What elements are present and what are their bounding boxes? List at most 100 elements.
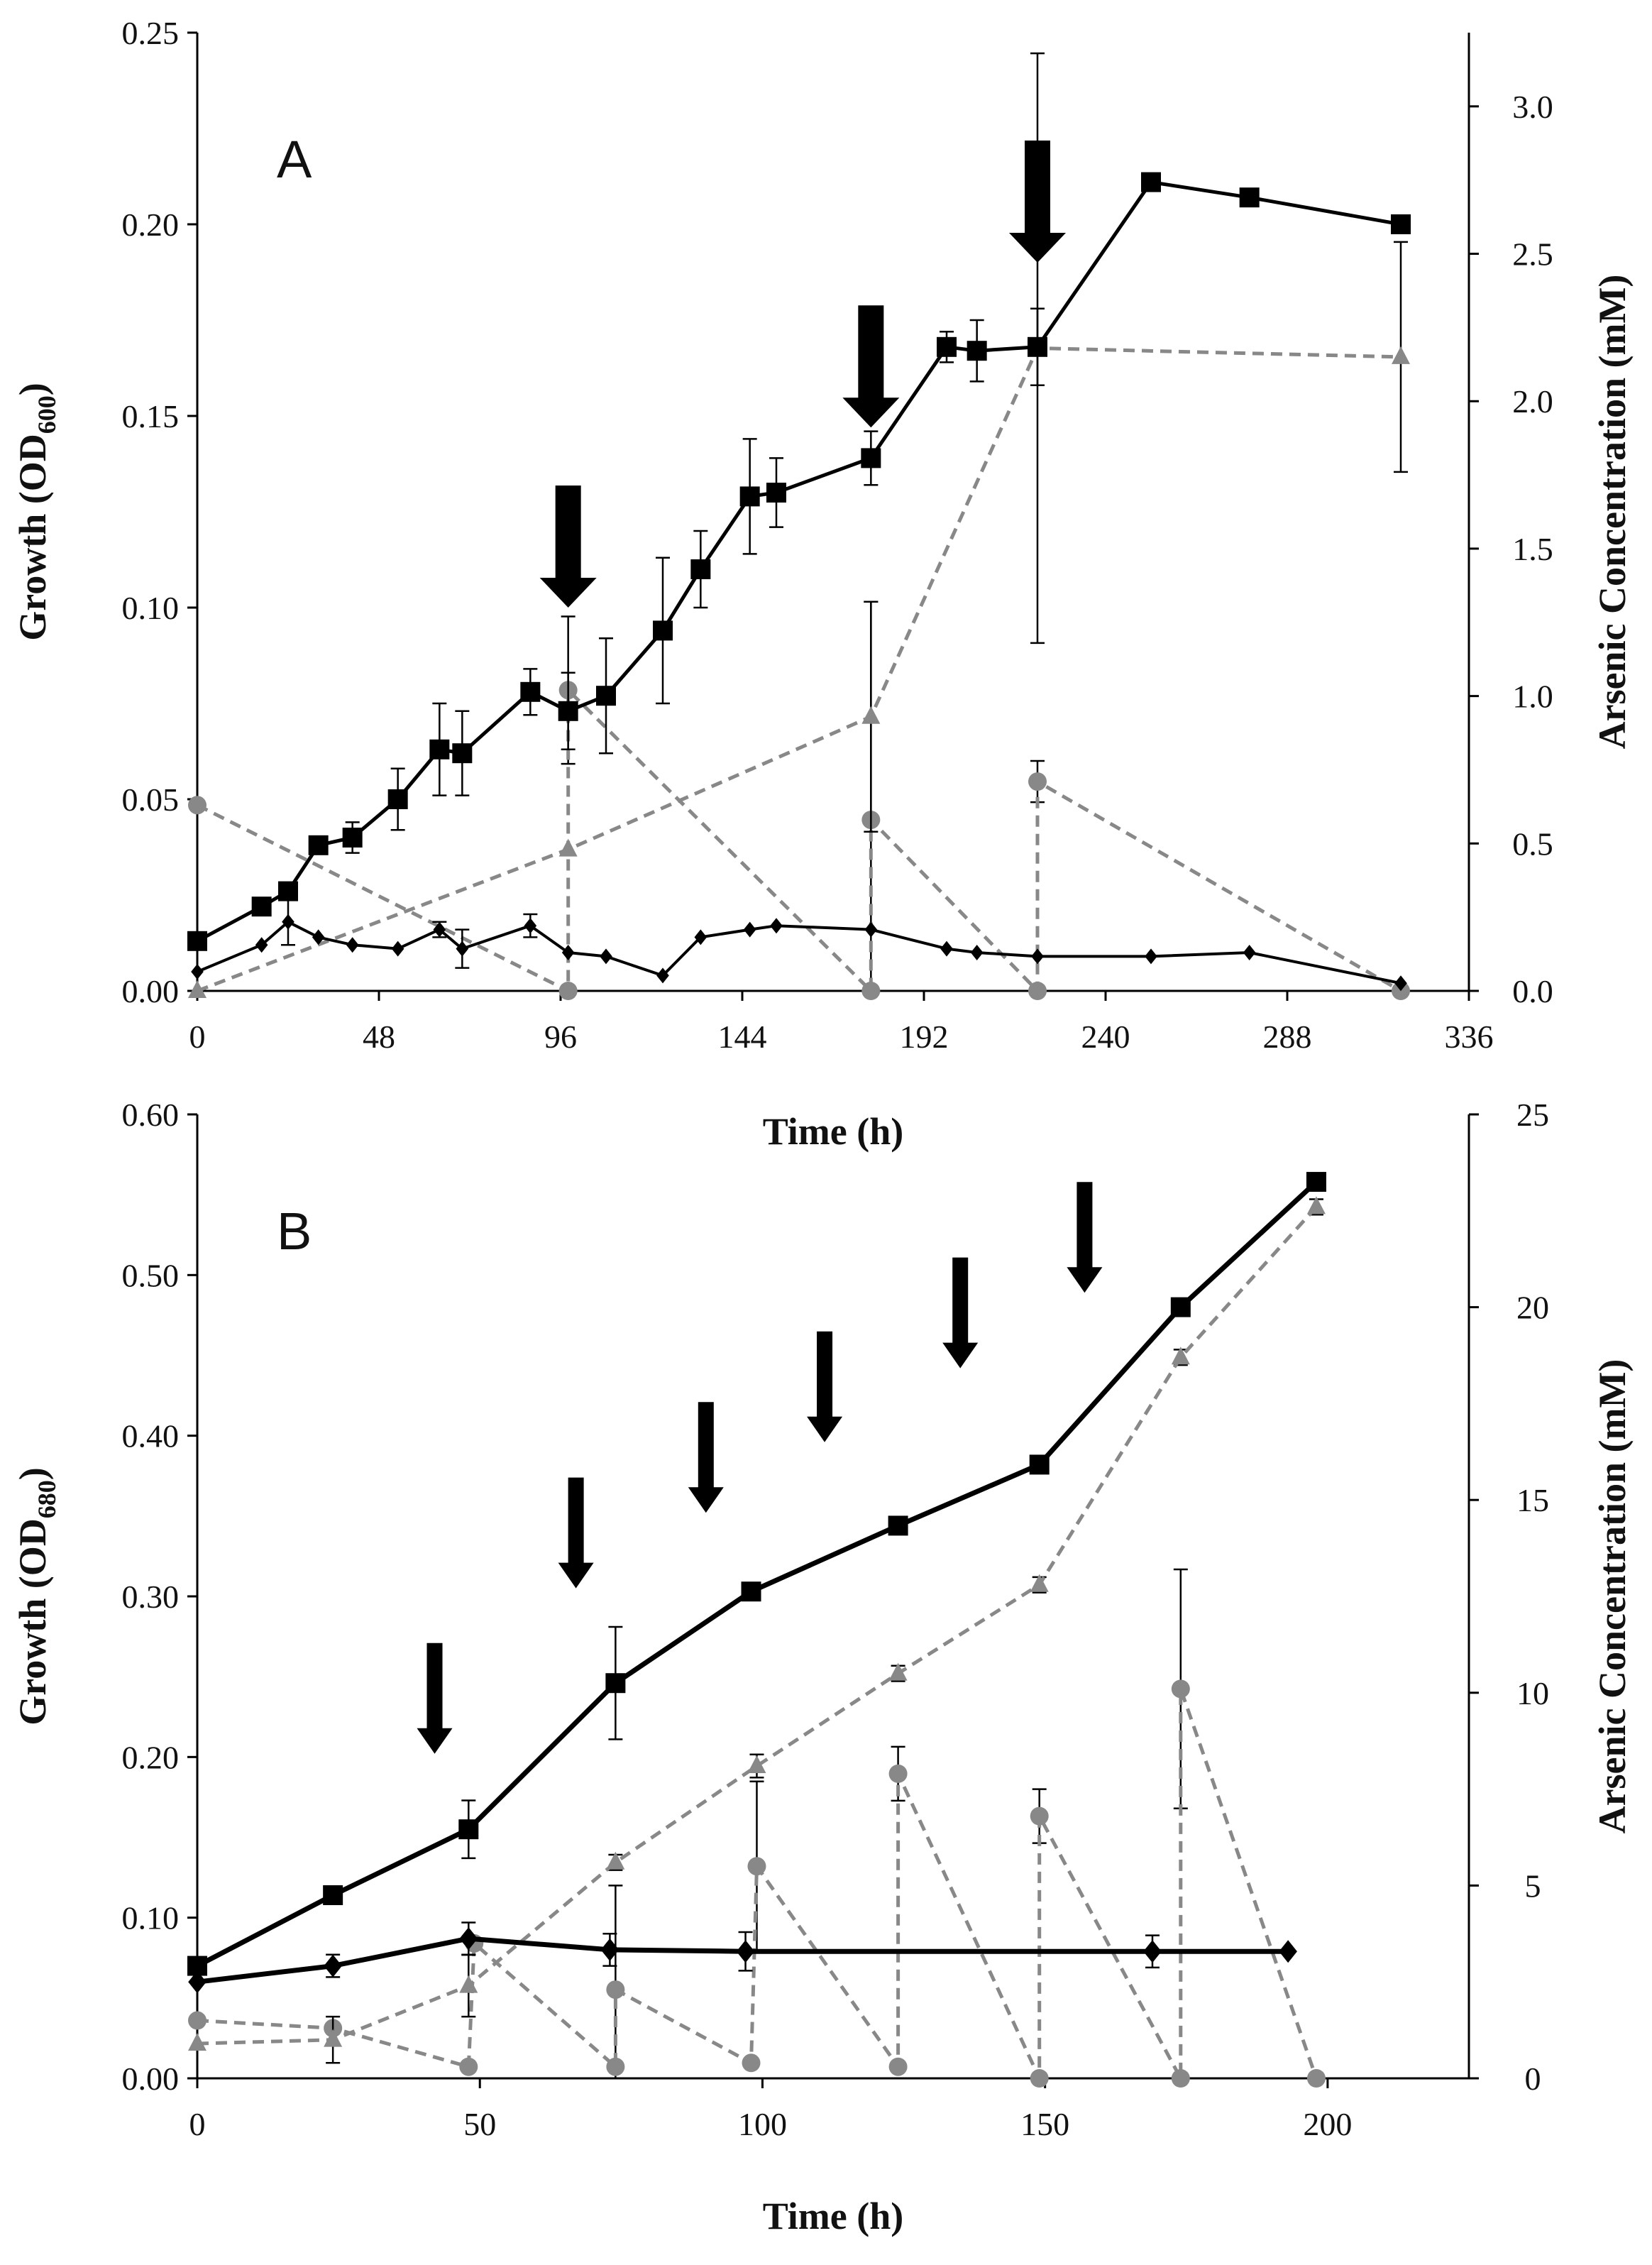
- data-point-square: [458, 1819, 479, 1840]
- data-point-triangle: [747, 1755, 766, 1774]
- x-tick-label: 0: [189, 1019, 206, 1055]
- data-point-circle: [1171, 2069, 1190, 2088]
- arsenite-addition-arrow-icon: [842, 305, 900, 428]
- y-tick-label: 0.30: [122, 1579, 180, 1615]
- x-tick-label: 50: [463, 2106, 496, 2142]
- data-point-diamond: [524, 918, 537, 934]
- data-point-diamond: [1145, 948, 1157, 965]
- data-point-circle: [1030, 1806, 1049, 1826]
- y2-tick-label: 5: [1525, 1868, 1541, 1904]
- data-point-diamond: [1031, 948, 1044, 965]
- y2-tick-label: 2.0: [1512, 383, 1553, 419]
- data-point-diamond: [561, 945, 575, 960]
- data-point-diamond: [346, 937, 359, 953]
- panel-a: 0 48 96 144 192 240 288 336 0.00 0.05 0.10 0.15 0.20…: [11, 15, 1634, 1153]
- data-point-square: [653, 620, 673, 641]
- data-point-circle: [188, 2011, 206, 2030]
- panel-label: B: [277, 1202, 312, 1261]
- data-point-triangle: [459, 1975, 478, 1993]
- data-point-diamond: [282, 914, 294, 930]
- data-point-diamond: [1143, 1940, 1162, 1963]
- y-axis-title-main: Growth (OD: [11, 1518, 54, 1726]
- data-point-square: [937, 336, 957, 357]
- data-point-diamond: [694, 929, 707, 945]
- series-line: [196, 688, 1402, 993]
- data-point-triangle: [188, 980, 206, 998]
- y-axis-title: Growth (OD600): [11, 383, 61, 640]
- x-tick-label: 240: [1081, 1019, 1130, 1055]
- y2-tick-label: 20: [1516, 1290, 1549, 1326]
- y-tick-label: 0.00: [122, 973, 180, 1009]
- data-point-diamond: [736, 1940, 755, 1963]
- data-point-diamond: [600, 948, 612, 965]
- data-point-square: [1029, 1454, 1050, 1475]
- data-point-diamond: [459, 1927, 478, 1951]
- data-point-square: [278, 881, 298, 901]
- data-point-square: [308, 835, 329, 855]
- y-tick-label: 0.00: [122, 2061, 180, 2097]
- y2-tick-label: 1.0: [1512, 679, 1553, 715]
- y-tick-label: 0.10: [122, 590, 180, 626]
- data-point-diamond: [191, 964, 204, 980]
- data-point-diamond: [456, 940, 469, 957]
- y2-tick-label: 0: [1525, 2061, 1541, 2097]
- data-point-circle: [1028, 982, 1047, 1000]
- data-point-circle: [606, 1980, 625, 2000]
- data-point-triangle: [888, 1662, 908, 1681]
- series-growth-arsenic-amended: [187, 172, 1411, 951]
- data-point-square: [888, 1515, 908, 1536]
- data-point-diamond: [188, 1970, 206, 1994]
- y-axis-title-subscript: 680: [33, 1480, 61, 1518]
- x-tick-label: 150: [1020, 2106, 1069, 2142]
- data-point-circle: [747, 1857, 766, 1876]
- data-point-square: [187, 1956, 207, 1976]
- data-point-triangle: [1392, 346, 1410, 364]
- arsenite-addition-arrow-icon: [1067, 1182, 1103, 1293]
- data-point-square: [558, 701, 578, 721]
- data-point-diamond: [312, 929, 325, 945]
- data-point-square: [387, 789, 408, 809]
- y2-tick-label: 25: [1516, 1097, 1549, 1133]
- data-point-circle: [888, 2057, 908, 2076]
- y-axis-title-subscript: 600: [33, 395, 61, 434]
- x-axis-title: Time (h): [763, 1110, 904, 1153]
- data-point-triangle: [861, 706, 881, 724]
- x-tick-label: 336: [1445, 1019, 1494, 1055]
- y2-axis-title: Arsenic Concentration (mM): [1591, 1359, 1634, 1834]
- data-point-square: [605, 1673, 626, 1694]
- data-point-square: [1170, 1297, 1191, 1317]
- series-line: [197, 1687, 1318, 2080]
- y2-axis-title: Arsenic Concentration (mM): [1591, 275, 1634, 750]
- data-point-diamond: [743, 921, 756, 938]
- data-point-square: [342, 828, 363, 848]
- y2-tick-label: 0.5: [1512, 826, 1553, 862]
- panel-label: A: [277, 130, 312, 189]
- data-point-diamond: [770, 918, 783, 934]
- y-tick-label: 0.60: [122, 1097, 180, 1133]
- y2-tick-label: 3.0: [1512, 89, 1553, 125]
- data-point-square: [1391, 214, 1411, 234]
- data-point-diamond: [1394, 975, 1407, 992]
- data-point-diamond: [391, 940, 404, 957]
- y2-tick-label: 0.0: [1512, 973, 1553, 1009]
- data-point-circle: [1171, 1679, 1190, 1699]
- data-point-square: [596, 686, 616, 706]
- x-tick-label: 200: [1303, 2106, 1352, 2142]
- data-point-circle: [888, 1764, 908, 1783]
- data-point-square: [452, 743, 473, 764]
- data-point-circle: [558, 982, 578, 1000]
- data-point-circle: [742, 2053, 761, 2073]
- y-tick-label: 0.20: [122, 1739, 180, 1775]
- data-point-circle: [459, 2057, 478, 2076]
- arsenite-addition-arrow-icon: [942, 1257, 979, 1369]
- data-point-square: [251, 896, 272, 917]
- y-axis-title: Growth (OD680): [11, 1467, 61, 1725]
- data-point-diamond: [324, 1954, 342, 1978]
- data-point-triangle: [1306, 1196, 1326, 1214]
- arsenite-addition-arrow-icon: [558, 1477, 594, 1589]
- series-growth-control: [188, 1921, 1297, 1994]
- data-point-square: [741, 1581, 761, 1602]
- data-point-circle: [1306, 2069, 1326, 2088]
- series-growth-control: [191, 898, 1407, 992]
